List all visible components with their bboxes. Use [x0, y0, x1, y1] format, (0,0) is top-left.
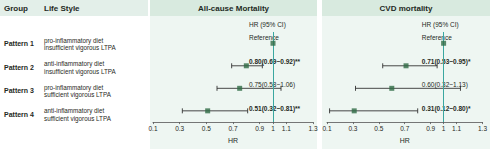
- svg-text:0.71(0.53~0.95)*: 0.71(0.53~0.95)*: [422, 58, 471, 66]
- svg-text:1.1: 1.1: [452, 125, 461, 132]
- svg-text:anti-inflammatory diet: anti-inflammatory diet: [44, 107, 105, 114]
- svg-text:0.7: 0.7: [400, 125, 409, 132]
- svg-text:pro-inflammatory diet: pro-inflammatory diet: [44, 36, 104, 44]
- svg-text:0.80(0.69~0.92)**: 0.80(0.69~0.92)**: [249, 58, 301, 66]
- svg-text:1.3: 1.3: [478, 125, 487, 132]
- svg-text:0.3: 0.3: [348, 125, 357, 132]
- svg-text:0.51(0.32~0.81)**: 0.51(0.32~0.81)**: [249, 105, 301, 113]
- svg-text:All-cause Mortality: All-cause Mortality: [198, 4, 270, 13]
- svg-text:0.9: 0.9: [255, 125, 264, 132]
- svg-text:insufficient vigorous LTPA: insufficient vigorous LTPA: [44, 68, 117, 76]
- svg-text:0.9: 0.9: [426, 125, 435, 132]
- svg-text:0.75(0.58~1.06): 0.75(0.58~1.06): [249, 81, 296, 89]
- svg-text:1.3: 1.3: [308, 125, 317, 132]
- svg-text:1.1: 1.1: [282, 125, 291, 132]
- svg-text:0.31(0.12~0.80)*: 0.31(0.12~0.80)*: [422, 105, 471, 113]
- svg-text:Pattern 2: Pattern 2: [4, 64, 34, 71]
- svg-text:1: 1: [271, 125, 275, 132]
- svg-text:0.5: 0.5: [374, 125, 383, 132]
- svg-text:0.7: 0.7: [228, 125, 237, 132]
- svg-text:Reference: Reference: [249, 34, 279, 41]
- svg-text:0.5: 0.5: [202, 125, 211, 132]
- svg-text:0.60(0.32~1.13): 0.60(0.32~1.13): [421, 81, 468, 89]
- svg-text:HR: HR: [228, 137, 238, 144]
- svg-text:HR: HR: [400, 137, 410, 144]
- svg-text:HR (95% CI): HR (95% CI): [249, 21, 286, 29]
- svg-text:1: 1: [442, 125, 446, 132]
- svg-text:insufficient vigorous LTPA: insufficient vigorous LTPA: [44, 44, 117, 52]
- svg-text:anti-inflammatory diet: anti-inflammatory diet: [44, 60, 105, 67]
- svg-text:Pattern 1: Pattern 1: [4, 40, 34, 47]
- svg-text:0.1: 0.1: [322, 125, 331, 132]
- svg-text:Pattern 3: Pattern 3: [4, 87, 34, 94]
- svg-text:sufficient vigorous LTPA: sufficient vigorous LTPA: [44, 91, 112, 99]
- svg-text:0.3: 0.3: [175, 125, 184, 132]
- svg-text:sufficient vigorous LTPA: sufficient vigorous LTPA: [44, 115, 112, 123]
- svg-text:Pattern 4: Pattern 4: [4, 111, 34, 118]
- svg-text:CVD mortality: CVD mortality: [380, 4, 433, 13]
- svg-text:HR (95% CI): HR (95% CI): [422, 21, 459, 29]
- svg-text:Reference: Reference: [422, 34, 452, 41]
- svg-text:Life Style: Life Style: [44, 4, 80, 13]
- svg-text:0.1: 0.1: [148, 125, 157, 132]
- svg-text:Group: Group: [4, 4, 28, 13]
- svg-text:pro-inflammatory diet: pro-inflammatory diet: [44, 83, 104, 91]
